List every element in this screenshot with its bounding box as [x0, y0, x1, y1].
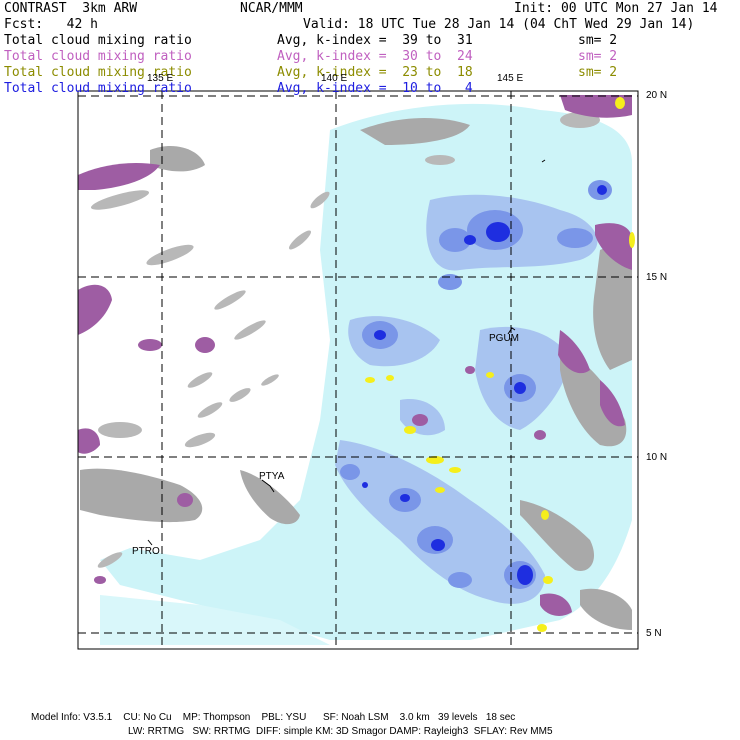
- yellow-cloud: [365, 97, 635, 632]
- gray-cloud: [80, 118, 632, 630]
- lat-label-15: 15 N: [646, 272, 668, 283]
- gray-streaks: [90, 112, 600, 568]
- legend-field-1: Total cloud mixing ratio: [4, 33, 192, 48]
- graticule: [78, 91, 638, 649]
- magenta-cloud: [78, 95, 632, 616]
- lon-label-135: 135 E: [147, 73, 174, 84]
- station-ptro: PTRO: [132, 546, 160, 557]
- legend-range-3: Avg, k-index = 23 to 18: [277, 65, 473, 80]
- station-pgum: PGUM: [489, 333, 519, 344]
- station-ptya: PTYA: [259, 471, 285, 482]
- core-blue-cloud: [362, 185, 607, 585]
- legend-field-4: Total cloud mixing ratio: [4, 81, 192, 96]
- model-info-line-2: LW: RRTMG SW: RRTMG DIFF: simple KM: 3D …: [128, 726, 553, 737]
- init-time: Init: 00 UTC Mon 27 Jan 14: [514, 1, 718, 16]
- lat-label-20: 20 N: [646, 90, 668, 101]
- model-info-line-1: Model Info: V3.5.1 CU: No Cu MP: Thompso…: [31, 712, 516, 723]
- legend-field-2: Total cloud mixing ratio: [4, 49, 192, 64]
- legend-range-1: Avg, k-index = 39 to 31: [277, 33, 473, 48]
- lon-label-145: 145 E: [497, 73, 524, 84]
- legend-range-4: Avg, k-index = 10 to 4: [277, 81, 473, 96]
- coastline: [147, 159, 546, 546]
- lon-label-140: 140 E: [321, 73, 348, 84]
- legend-sm-3: sm= 2: [578, 65, 618, 80]
- legend-sm-2: sm= 2: [578, 49, 618, 64]
- valid-time: Valid: 18 UTC Tue 28 Jan 14 (04 ChT Wed …: [303, 17, 695, 32]
- legend-range-2: Avg, k-index = 30 to 24: [277, 49, 473, 64]
- legend-field-3: Total cloud mixing ratio: [4, 65, 192, 80]
- lat-label-10: 10 N: [646, 452, 668, 463]
- lat-label-5: 5 N: [646, 628, 662, 639]
- org-label: NCAR/MMM: [240, 1, 303, 16]
- forecast-hour: Fcst: 42 h: [4, 17, 98, 32]
- legend-sm-1: sm= 2: [578, 33, 618, 48]
- map-frame: [77, 90, 639, 650]
- model-title: CONTRAST 3km ARW: [4, 1, 138, 16]
